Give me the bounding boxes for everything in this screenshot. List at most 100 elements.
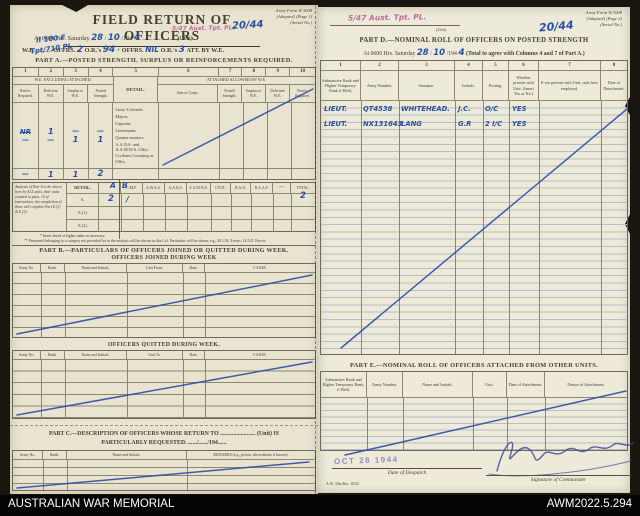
empty-cells <box>159 169 316 179</box>
group-header-we: W.E. EXCLUDING ATTACHED. <box>13 77 113 85</box>
col-number: 9 <box>266 68 291 76</box>
dotted-leader: ...................... <box>141 35 176 42</box>
analysis-row-label: E.(2) <box>67 220 99 232</box>
rank-item: Civilians Counting as Offrs. <box>115 153 154 164</box>
sub-header: Arm or Corps. <box>158 85 218 102</box>
print-note: A.W. 33m Res. 10/43 <box>326 482 359 486</box>
page-fold-perforation <box>315 6 316 494</box>
written-present: YES <box>512 120 527 128</box>
written-reinforcements-cell: NR — <box>13 103 39 168</box>
col-header: Date of Detachment. <box>603 80 625 91</box>
right-page: 5/47 Aust. Tpt. PL. (Unit) Army Form W.3… <box>318 7 634 493</box>
col-number: 3 <box>64 68 89 76</box>
col-number: 6 <box>509 61 539 70</box>
part-d-heading: PART D.—NOMINAL ROLL OF OFFICERS ON POST… <box>359 37 589 44</box>
empty-rows <box>13 360 315 418</box>
written-army-number: NX131643 <box>363 120 403 128</box>
despatch-line <box>332 468 482 469</box>
plus-sign: + <box>116 47 121 54</box>
form-reference: Army Form W.3008 (Adapted) (Page 1) (Ser… <box>242 8 312 26</box>
handwritten-attached-ors: 3 <box>178 45 185 55</box>
detail-column-header: DETAIL. <box>114 77 158 102</box>
col-header: Army Number. <box>367 372 403 397</box>
form-ref-line: (Serial No.) <box>600 21 622 27</box>
sub-header: Deficient W.E. <box>266 85 290 102</box>
archive-label: AUSTRALIAN WAR MEMORIAL <box>8 498 175 510</box>
col-header: Date. <box>183 351 205 359</box>
analysis-note: Analysis of Part A to be shown here by A… <box>13 183 67 231</box>
col-number: 7 <box>539 61 601 70</box>
written-total: 1 <box>64 169 89 179</box>
col-number: 7 <box>219 68 243 76</box>
we-strength-line: W.E. .......... OFFRS. 2 O.R.'s 94 + OFF… <box>22 45 224 55</box>
dotted-leader: .......... <box>36 47 52 54</box>
handwritten-entry: — <box>72 127 80 135</box>
handwritten-entry: — <box>47 136 55 144</box>
nil-strike-line <box>16 461 310 489</box>
col-number: 10 <box>300 69 306 74</box>
col-header: Surname. <box>399 71 455 100</box>
written-posting: O/C <box>485 105 499 113</box>
rank-item: Captains <box>115 121 131 126</box>
sub-header: Surplus to W.E. <box>64 85 89 102</box>
torn-notch <box>625 95 631 117</box>
col-header: Unit From. <box>127 264 183 272</box>
col-number: 8 <box>612 62 616 68</box>
attached-empty-cells <box>159 88 316 168</box>
footnote: * Insert detail of higher ranks as neces… <box>40 234 106 238</box>
col-number: 1 <box>321 61 361 70</box>
commander-signature <box>488 441 634 477</box>
written-initials: G.R <box>458 120 472 128</box>
date-year-printed: /194 <box>121 35 133 42</box>
written-total: 1 <box>39 169 64 179</box>
col-header: Army Number. <box>361 71 399 100</box>
offrs-label: OFFRS. <box>53 47 76 54</box>
att-label: ATT. BY W.E. <box>186 47 225 54</box>
we-label: W.E. <box>22 47 35 54</box>
nil-strike-line <box>16 274 313 335</box>
col-number: 2 <box>361 61 399 70</box>
handwritten-analysis-value: 2 <box>108 194 114 204</box>
handwritten-analysis-total: 2 <box>300 191 306 201</box>
empty-cells <box>99 220 315 232</box>
left-page: Army Form W.3008 (Adapted) (Page 1) (Ser… <box>10 5 318 494</box>
col-header: Whether present with Unit. (Insert Yes o… <box>509 71 539 100</box>
analysis-col: A.A.N.S. <box>165 183 187 193</box>
handwritten-attached-offrs: NIL <box>145 45 160 54</box>
empty-rows <box>13 460 315 490</box>
analysis-col: A.A.M.W.S. <box>187 183 211 193</box>
rank-detail-list: Lieut.-Colonels Majors Captains Lieutena… <box>113 103 160 168</box>
handwritten-ors-count: 94 <box>102 45 116 55</box>
offrs-label: OFFRS. <box>121 47 144 54</box>
sub-header: Posted Strength. <box>218 85 242 102</box>
handwritten-divider-stroke <box>119 179 121 239</box>
unit-label: (Unit) <box>177 35 193 42</box>
form-ref-line: (Adapted) (Page 2) <box>586 15 622 21</box>
col-header: Initials. <box>455 71 483 100</box>
handwritten-offrs-count: 2 <box>76 45 84 55</box>
date-separator: / <box>430 51 432 57</box>
col-header: Name and Initials. <box>403 372 473 397</box>
date-prefix: At 0600 Hrs. Saturday <box>363 51 416 57</box>
col-header: Unit To. <box>127 351 183 359</box>
written-rank: LIEUT. <box>324 120 348 128</box>
rank-item: A.A.N.S. and A.A.M.W.S. Offrs. <box>115 142 149 153</box>
handwritten-analysis-a: A <box>110 181 116 190</box>
col-header: REMARKS (e.g., prison, whereabouts if kn… <box>213 452 289 457</box>
written-deficient-cell: 1 — <box>39 103 64 168</box>
part-b-heading: PART B.—PARTICULARS OF OFFICERS JOINED O… <box>39 247 289 254</box>
part-a-table: 1 2 3 4 5 6 7 8 9 10 W.E. EXCLUDING ATTA… <box>12 67 316 180</box>
section-rule <box>12 245 316 246</box>
handwritten-year: 4 <box>458 48 465 58</box>
col-number: 4 <box>89 68 114 76</box>
col-header: CAUSE. <box>253 265 267 270</box>
date-stamp: OCT 28 1944 <box>333 454 399 467</box>
col-number: 3 <box>399 61 455 70</box>
sub-header: Rein'ts Required. <box>13 85 39 102</box>
col-header: Substantive Rank and Higher Temporary Ra… <box>321 71 361 100</box>
col-header: Army No. <box>13 351 41 359</box>
written-total: — <box>13 169 39 179</box>
col-number: 6 <box>159 68 219 76</box>
handwritten-analysis-slash: / <box>126 195 129 204</box>
officers-quitted-title: OFFICERS QUITTED DURING WEEK. <box>108 342 220 348</box>
